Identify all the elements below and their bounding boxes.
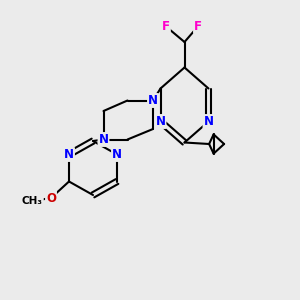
Text: O: O bbox=[46, 191, 56, 205]
Text: N: N bbox=[155, 115, 166, 128]
Text: F: F bbox=[194, 20, 202, 33]
Text: N: N bbox=[64, 148, 74, 161]
Text: N: N bbox=[98, 133, 109, 146]
Text: F: F bbox=[162, 20, 170, 33]
Text: N: N bbox=[148, 94, 158, 107]
Text: N: N bbox=[112, 148, 122, 161]
Text: N: N bbox=[203, 115, 214, 128]
Text: CH₃: CH₃ bbox=[22, 196, 43, 206]
